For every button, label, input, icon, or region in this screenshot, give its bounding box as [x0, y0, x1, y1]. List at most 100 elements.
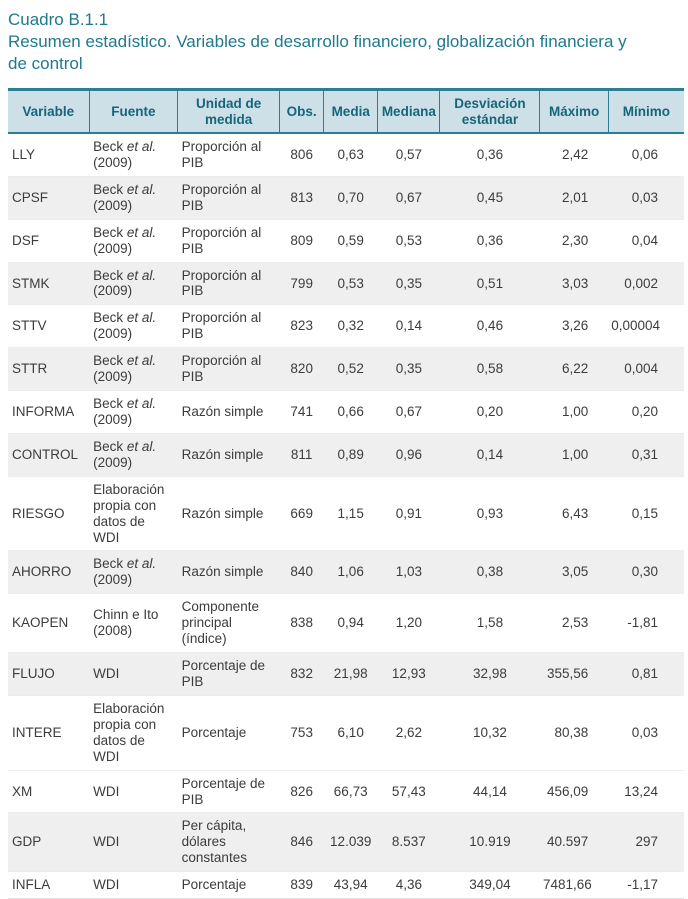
- cell-mediana: 57,43: [377, 769, 440, 813]
- cell-minimo: 0,03: [608, 175, 684, 220]
- cell-obs: 838: [279, 593, 324, 653]
- cell-minimo: -1,17: [608, 871, 684, 899]
- cell-minimo: 0,15: [608, 475, 684, 551]
- cell-minimo: -1,81: [608, 593, 684, 653]
- cell-fuente: Beck et al. (2009): [89, 261, 178, 305]
- cell-mediana: 0,96: [377, 432, 440, 477]
- column-header-minimo: Mínimo: [607, 88, 684, 135]
- table-row-gdp: GDP WDI Per cápita, dólares constantes 846 1…: [8, 812, 684, 872]
- cell-media: 0,63: [337, 146, 364, 162]
- cell-desviacion: 44,14: [439, 769, 540, 813]
- cell-minimo: 0,20: [608, 390, 684, 434]
- cell-desviacion: 10.919: [439, 812, 540, 872]
- cell-desviacion: 349,04: [439, 871, 540, 899]
- cell-obs: 820: [279, 347, 324, 391]
- cell-desviacion: 10,32: [439, 694, 540, 771]
- cell-fuente: Beck et al. (2009): [89, 304, 178, 348]
- cell-maximo: 7481,66: [539, 871, 609, 899]
- cell-fuente: WDI: [89, 871, 178, 899]
- table-row-cpsf: CPSF Beck et al. (2009) Proporción al PIB 8…: [8, 175, 684, 220]
- cell-media: 6,10: [323, 694, 378, 771]
- cell-variable: CPSF: [8, 175, 90, 220]
- cell-obs: 823: [279, 304, 324, 348]
- table-header-row: Variable Fuente Unidad de medida Obs. Media M…: [8, 88, 684, 135]
- column-header-variable: Variable: [8, 88, 90, 135]
- cell-obs: 839: [279, 871, 324, 899]
- cell-media: 1,06: [323, 550, 378, 594]
- cell-obs: 832: [279, 652, 324, 696]
- cell-obs: 846: [279, 812, 324, 872]
- table-row-intere: INTERE Elaboración propia con datos de WD…: [8, 694, 684, 771]
- cell-mediana: 0,67: [377, 390, 440, 434]
- cell-maximo: 3,03: [539, 261, 609, 305]
- cell-maximo: 3,26: [539, 304, 609, 348]
- cell-fuente: Beck et al. (2009): [89, 550, 178, 594]
- cell-variable: RIESGO: [8, 475, 90, 551]
- column-header-media: Media: [323, 88, 378, 135]
- column-header-maximo: Máximo: [539, 88, 609, 135]
- cell-fuente: WDI: [89, 652, 178, 696]
- table-row-lly: LLY Beck et al. (2009) Proporción al PIB 80…: [8, 133, 684, 176]
- cell-media: 0,66: [323, 390, 378, 434]
- cell-variable: STTR: [8, 347, 90, 391]
- table-title: Resumen estadístico. Variables de desarr…: [8, 32, 627, 73]
- cell-obs: 809: [279, 218, 324, 263]
- cell-unidad: Razón simple: [177, 475, 280, 551]
- cell-obs: 753: [279, 694, 324, 771]
- cell-media: 21,98: [323, 652, 378, 696]
- table-row-flujo: FLUJO WDI Porcentaje de PIB 832 21,98 12,93 32…: [8, 652, 684, 696]
- cell-desviacion: 32,98: [439, 652, 540, 696]
- cell-fuente: Beck et al. (2009): [93, 139, 157, 170]
- cell-minimo: 0,30: [608, 550, 684, 594]
- cell-mediana: 2,62: [377, 694, 440, 771]
- cell-media: 0,59: [323, 218, 378, 263]
- cell-unidad: Componente principal (índice): [177, 593, 280, 653]
- cell-obs: 826: [279, 769, 324, 813]
- cell-maximo: 80,38: [539, 694, 609, 771]
- cell-minimo: 0,00004: [608, 304, 684, 348]
- cell-mediana: 0,57: [395, 146, 422, 162]
- cell-media: 43,94: [323, 871, 378, 899]
- cell-minimo: 297: [608, 812, 684, 872]
- cell-desviacion: 0,14: [439, 432, 540, 477]
- cell-desviacion: 0,51: [439, 261, 540, 305]
- cell-unidad: Porcentaje de PIB: [177, 769, 280, 813]
- cell-minimo: 13,24: [608, 769, 684, 813]
- cell-mediana: 4,36: [377, 871, 440, 899]
- cell-maximo: 40.597: [539, 812, 609, 872]
- cell-minimo: 0,004: [608, 347, 684, 391]
- cell-unidad: Proporción al PIB: [181, 139, 262, 170]
- cell-fuente: WDI: [89, 769, 178, 813]
- cell-mediana: 8.537: [377, 812, 440, 872]
- column-header-fuente: Fuente: [88, 88, 178, 135]
- cell-maximo: 2,53: [539, 593, 609, 653]
- cell-unidad: Proporción al PIB: [177, 347, 280, 391]
- cell-fuente: Beck et al. (2009): [89, 432, 178, 477]
- cell-variable: LLY: [12, 146, 36, 162]
- cell-unidad: Proporción al PIB: [177, 304, 280, 348]
- cell-obs: 813: [279, 175, 324, 220]
- cell-fuente: WDI: [89, 812, 178, 872]
- cell-mediana: 0,91: [377, 475, 440, 551]
- column-header-unidad: Unidad de medida: [177, 88, 280, 135]
- cell-mediana: 0,14: [377, 304, 440, 348]
- cell-mediana: 1,20: [377, 593, 440, 653]
- cell-obs: 806: [290, 146, 313, 162]
- cell-unidad: Porcentaje de PIB: [177, 652, 280, 696]
- cell-desviacion: 0,20: [439, 390, 540, 434]
- cell-unidad: Proporción al PIB: [177, 261, 280, 305]
- column-header-mediana: Mediana: [377, 88, 440, 135]
- cell-maximo: 2,42: [561, 146, 589, 162]
- cell-maximo: 6,22: [539, 347, 609, 391]
- cell-fuente: Chinn e Ito (2008): [89, 593, 178, 653]
- cell-desviacion: 0,38: [439, 550, 540, 594]
- cell-media: 0,52: [323, 347, 378, 391]
- cell-minimo: 0,06: [631, 146, 658, 162]
- cell-media: 0,32: [323, 304, 378, 348]
- cell-maximo: 6,43: [539, 475, 609, 551]
- cell-maximo: 1,00: [539, 390, 609, 434]
- table-header: Variable Fuente Unidad de medida Obs. Media M…: [8, 88, 684, 135]
- cell-variable: INTERE: [8, 694, 90, 771]
- cell-media: 1,15: [323, 475, 378, 551]
